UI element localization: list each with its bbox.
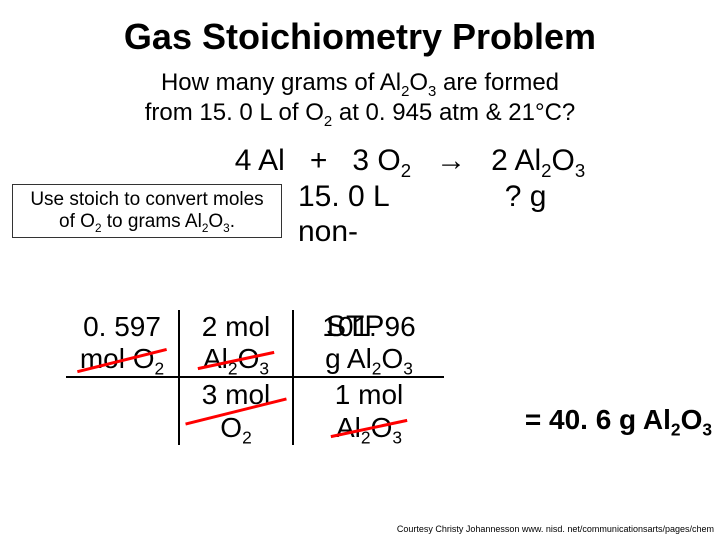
ans-b: O xyxy=(681,404,703,435)
val-0597: 0. 597 xyxy=(83,311,161,342)
cell-3mol-o2: 3 mol O2 xyxy=(180,378,294,444)
cell-1mol-al2o3: 1 mol Al2O3 xyxy=(294,378,444,444)
val-1mol: 1 mol xyxy=(335,379,403,410)
hint-box: Use stoich to convert moles of O2 to gra… xyxy=(12,184,282,238)
cell-mol-o2: 0. 597 mol O2 xyxy=(66,310,180,378)
reactant-o2: 3 O xyxy=(352,144,400,177)
val-2mol: 2 mol xyxy=(202,311,270,342)
hint-l2a: of O xyxy=(59,211,95,232)
q-l1b: O xyxy=(409,69,428,96)
arrow: → xyxy=(428,144,475,177)
given-vol: 15. 0 L xyxy=(298,180,390,213)
al2o3-top: Al2O3 xyxy=(203,343,269,375)
plus: + xyxy=(302,144,336,177)
unknown-mass: ? g xyxy=(390,180,547,214)
given-row: Use stoich to convert moles of O2 to gra… xyxy=(0,180,720,249)
reactant-al: 4 Al xyxy=(235,144,285,177)
slide-title: Gas Stoichiometry Problem xyxy=(0,0,720,68)
sub: 2 xyxy=(541,160,551,181)
q-l2a: from 15. 0 L of O xyxy=(145,99,324,126)
ans-a: = 40. 6 g Al xyxy=(525,404,671,435)
sub: 3 xyxy=(403,359,413,379)
stoich-grid: 0. 597 mol O2 2 mol Al2O3 101. 96 g Al2O… xyxy=(66,310,486,445)
given-values: 15. 0 L non- xyxy=(282,180,390,249)
sub: 2 xyxy=(372,359,382,379)
hint-l1: Use stoich to convert moles xyxy=(30,189,263,210)
sub: 2 xyxy=(324,114,332,130)
q-l1c: are formed xyxy=(436,69,559,96)
answer-text: = 40. 6 g Al2O3 xyxy=(525,404,712,436)
hint-l2d: . xyxy=(230,211,235,232)
cell-2mol-al2o3: 2 mol Al2O3 xyxy=(180,310,294,378)
g-al2o3-o: O xyxy=(381,343,403,374)
product-al2o3: 2 Al xyxy=(491,144,541,177)
question-text: How many grams of Al2O3 are formed from … xyxy=(0,68,720,138)
mol-o2: mol O2 xyxy=(80,343,164,375)
nonstp1: non- xyxy=(298,215,358,248)
val-10196: 101. 96 xyxy=(322,311,415,342)
stoich-top-row: 0. 597 mol O2 2 mol Al2O3 101. 96 g Al2O… xyxy=(66,310,486,378)
sub: 2 xyxy=(671,420,681,440)
empty-cell xyxy=(66,378,180,444)
sub: 3 xyxy=(575,160,585,181)
chemical-equation: 4 Al + 3 O2 → 2 Al2O3 xyxy=(0,138,720,180)
q-l2b: at 0. 945 atm & 21°C? xyxy=(332,99,575,126)
hint-l2c: O xyxy=(208,211,223,232)
product-al2o3-o: O xyxy=(552,144,575,177)
sub: 2 xyxy=(401,160,411,181)
al2o3-bot: Al2O3 xyxy=(336,412,402,444)
courtesy-text: Courtesy Christy Johannesson www. nisd. … xyxy=(397,524,714,534)
g-al2o3: g Al xyxy=(325,343,372,374)
cell-molar-mass: 101. 96 g Al2O3 xyxy=(294,310,444,378)
q-l1a: How many grams of Al xyxy=(161,69,401,96)
sub: 3 xyxy=(702,420,712,440)
hint-l2b: to grams Al xyxy=(101,211,201,232)
3mol-o2: 3 mol O2 xyxy=(188,379,284,443)
stoich-bottom-row: 3 mol O2 1 mol Al2O3 xyxy=(66,378,486,444)
